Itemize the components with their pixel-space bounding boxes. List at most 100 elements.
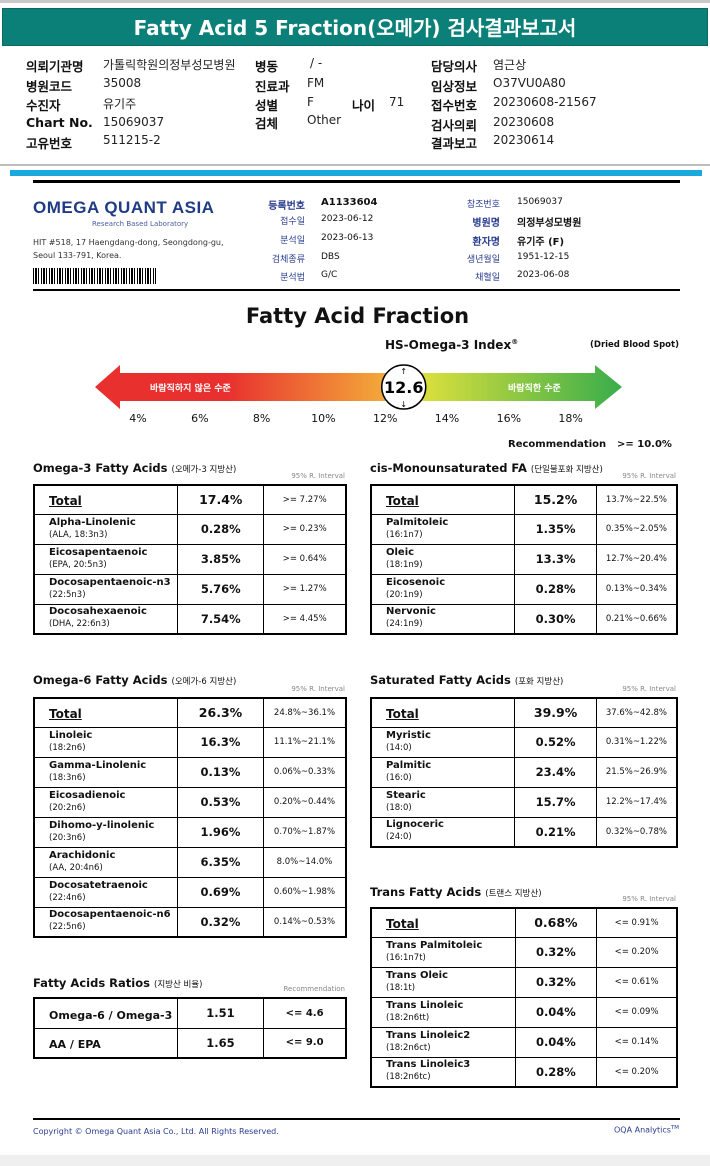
report-date-label: 결과보고 (431, 136, 478, 151)
reference-cell: 0.13%~0.34% (595, 573, 678, 605)
value-cell: 0.28% (177, 513, 265, 545)
row-subname: (14:0) (386, 742, 412, 753)
row-name: Lignoceric (386, 819, 444, 831)
name-cell: Total (33, 484, 179, 515)
recommendation-label: Recommendation (508, 439, 607, 450)
table-row: Docosahexaenoic (DHA, 22:6n3) 7.54% >= 4.… (33, 603, 347, 635)
row-subname: (AA, 20:4n6) (49, 862, 103, 873)
value-cell: 3.85% (177, 543, 265, 575)
lab-logo-tagline: Research Based Laboratory (92, 220, 189, 228)
row-name: Oleic (386, 546, 415, 558)
mono-table: Total 15.2% 13.7%~22.5% Palmitoleic (16:1… (370, 484, 678, 635)
table-row: Eicosenoic (20:1n9) 0.28% 0.13%~0.34% (370, 573, 678, 605)
name-cell: Nervonic (24:1n9) (370, 603, 516, 635)
reference-cell: <= 0.09% (596, 996, 678, 1028)
row-subname: (20:2n6) (49, 802, 86, 813)
lab-field-value: 2023-06-08 (517, 270, 570, 280)
row-subname: (20:1n9) (386, 589, 423, 600)
index-title-text: HS-Omega-3 Index (385, 338, 512, 352)
dept-label: 진료과 (255, 79, 290, 94)
hospital-code-value: 35008 (103, 76, 142, 90)
age-label: 나이 (352, 98, 376, 113)
value-cell: 0.28% (514, 573, 597, 605)
table-row: Omega-6 / Omega-3 1.51 <= 4.6 (33, 997, 347, 1029)
row-subname: (DHA, 22:6n3) (49, 619, 110, 630)
age-value: 71 (389, 95, 405, 109)
section-title-text: cis-Monounsaturated FA (370, 461, 527, 475)
value-cell: 0.32% (514, 966, 598, 998)
interval-label: 95% R. Interval (291, 472, 345, 480)
name-cell: Gamma-Linolenic (18:3n6) (33, 756, 178, 788)
scale-tick-label: 8% (252, 412, 271, 425)
reference-cell: <= 0.20% (596, 936, 678, 968)
row-name: Trans Palmitoleic (386, 939, 483, 951)
reference-cell: 12.7%~20.4% (595, 543, 678, 575)
index-scale: 12.6 ↑ ↓ (95, 364, 622, 410)
lab-field-label: 검체종류 (271, 255, 305, 265)
interval-label: Recommendation (283, 985, 345, 993)
lab-field-label: 분석법 (280, 273, 305, 283)
name-cell: Stearic (18:0) (370, 786, 516, 818)
reference-cell: 8.0%~14.0% (262, 846, 347, 878)
section-title-text: Fatty Acids Ratios (33, 976, 150, 990)
footer-brand: OQA AnalyticsTM (614, 1125, 679, 1135)
row-subname: (16:1n7t) (386, 952, 426, 963)
row-name: Total (386, 917, 419, 932)
divider (33, 289, 680, 291)
row-name: Trans Linoleic (386, 999, 464, 1011)
copyright: Copyright © Omega Quant Asia Co., Ltd. A… (33, 1127, 279, 1136)
ratios-table: Omega-6 / Omega-3 1.51 <= 4.6 AA / EPA 1… (33, 997, 347, 1059)
down-arrow-icon: ↓ (400, 400, 407, 409)
value-cell: 7.54% (177, 603, 265, 635)
interval-label: 95% R. Interval (622, 895, 676, 903)
table-row: Trans Linoleic2 (18:2n6ct) 0.04% <= 0.14… (370, 1026, 678, 1058)
row-subname: (20:3n6) (49, 832, 86, 843)
table-row: Palmitic (16:0) 23.4% 21.5%~26.9% (370, 756, 678, 788)
reference-cell: 12.2%~17.4% (595, 786, 678, 818)
row-name: Docosapentaenoic-n3 (49, 576, 171, 588)
scale-tick-label: 4% (129, 412, 147, 425)
row-name: Myristic (386, 729, 431, 741)
row-name: Linoleic (49, 729, 93, 741)
table-row: Trans Linoleic (18:2n6tt) 0.04% <= 0.09% (370, 996, 678, 1028)
saturated-section-title: Saturated Fatty Acids (포화 지방산) (370, 673, 563, 687)
row-name: Trans Linoleic3 (386, 1059, 471, 1071)
section-heading: Fatty Acid Fraction (245, 304, 470, 328)
table-row: Lignoceric (24:0) 0.21% 0.32%~0.78% (370, 816, 678, 848)
section-subtitle: (단일불포화 지방산) (530, 465, 603, 475)
scale-arrow (95, 365, 622, 409)
doctor-value: 염근상 (493, 58, 527, 72)
reference-cell: 13.7%~22.5% (595, 484, 678, 515)
row-name: Total (386, 494, 419, 509)
lab-field-label: 병원명 (472, 218, 500, 229)
scale-tick-label: 16% (496, 412, 522, 425)
value-cell: 16.3% (177, 726, 264, 758)
value-cell: 1.51 (176, 997, 265, 1029)
report-title: Fatty Acid 5 Fraction(오메가) 검사결과보고서 (2, 8, 708, 46)
table-row: Eicosapentaenoic (EPA, 20:5n3) 3.85% >= 0… (33, 543, 347, 575)
name-cell: Eicosapentaenoic (EPA, 20:5n3) (33, 543, 179, 575)
section-title-text: Saturated Fatty Acids (370, 673, 511, 687)
table-row: Arachidonic (AA, 20:4n6) 6.35% 8.0%~14.0% (33, 846, 347, 878)
section-subtitle: (오메가-3 지방산) (171, 465, 237, 475)
row-name: Eicosadienoic (49, 789, 126, 801)
lab-field-label: 생년월일 (466, 255, 500, 265)
doctor-label: 담당의사 (431, 59, 478, 74)
reference-cell: 24.8%~36.1% (262, 697, 347, 728)
row-subname: (18:2n6tc) (386, 1072, 431, 1083)
reference-cell: 0.31%~1.22% (595, 726, 678, 758)
value-cell: 0.52% (514, 726, 597, 758)
table-row: Trans Linoleic3 (18:2n6tc) 0.28% <= 0.20% (370, 1056, 678, 1088)
reference-cell: <= 0.14% (596, 1026, 678, 1058)
saturated-table: Total 39.9% 37.6%~42.8% Myristic (14:0) 0… (370, 697, 678, 848)
section-title-text: Trans Fatty Acids (370, 885, 482, 899)
value-cell: 0.68% (514, 907, 598, 938)
trans-section-title: Trans Fatty Acids (트랜스 지방산) (370, 885, 542, 899)
scale-tick-label: 6% (191, 412, 209, 425)
row-subname: (16:1n7) (386, 529, 423, 540)
section-title-text: Omega-3 Fatty Acids (33, 461, 168, 475)
reference-cell: <= 0.20% (596, 1056, 678, 1088)
value-marker (380, 364, 427, 410)
lab-field-value: 1951-12-15 (517, 252, 570, 262)
name-cell: Palmitoleic (16:1n7) (370, 513, 516, 545)
